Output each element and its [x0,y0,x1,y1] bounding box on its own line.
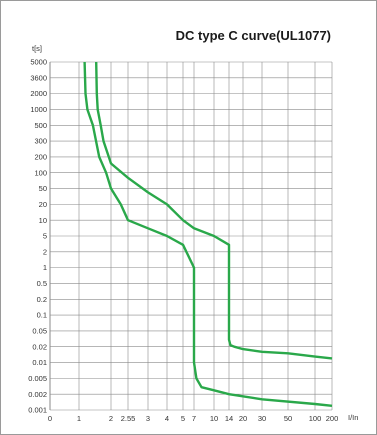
x-tick-label: 14 [225,414,233,423]
x-tick-label: 7 [192,414,196,423]
y-tick-label: 1000 [30,105,47,114]
x-tick-labels: 0 1 2 2.55 3 4 5 7 10 14 20 30 50 100 200 [48,414,338,423]
y-tick-label: 1 [43,263,47,272]
y-tick-label: 200 [34,153,47,162]
y-tick-label: 10 [39,216,47,225]
y-tick-label: 3600 [30,73,47,82]
y-tick-label: 0.01 [32,358,47,367]
grid [49,61,333,411]
y-tick-label: 20 [39,200,47,209]
y-tick-label: 0.02 [32,342,47,351]
x-tick-label: 2 [109,414,113,423]
trip-curve-upper [95,61,333,360]
trip-curve-lower [83,61,333,407]
y-tick-label: 0.2 [37,295,47,304]
x-axis-label: I/In [348,413,358,422]
y-tick-label: 300 [34,137,47,146]
y-tick-label: 0.002 [28,390,47,399]
curves [83,61,333,407]
y-tick-label: 5000 [30,58,47,67]
x-tick-label: 0 [48,414,52,423]
y-tick-label: 0.1 [37,311,47,320]
y-tick-label: 0.5 [37,279,47,288]
x-tick-label: 200 [326,414,339,423]
y-tick-label: 2 [43,247,47,256]
chart-title: DC type C curve(UL1077) [176,28,331,43]
x-tick-label: 30 [258,414,266,423]
y-tick-labels: 5000 3600 2000 1000 500 300 200 100 50 20 10 5 2 1 0.5… [28,58,47,415]
x-tick-label: 5 [181,414,185,423]
x-tick-label: 1 [77,414,81,423]
x-tick-label: 4 [165,414,169,423]
x-tick-label: 10 [210,414,218,423]
y-tick-label: 2000 [30,89,47,98]
y-tick-label: 0.005 [28,374,47,383]
y-tick-label: 100 [34,168,47,177]
y-tick-label: 50 [39,184,47,193]
y-tick-label: 500 [34,121,47,130]
x-tick-label: 2.55 [121,414,136,423]
y-axis-label: t[s] [32,44,42,53]
x-tick-label: 3 [146,414,150,423]
x-tick-label: 20 [239,414,247,423]
y-tick-label: 0.001 [28,406,47,415]
y-tick-label: 0.05 [32,327,47,336]
x-tick-label: 100 [309,414,322,423]
x-tick-label: 50 [284,414,292,423]
y-tick-label: 5 [43,232,47,241]
